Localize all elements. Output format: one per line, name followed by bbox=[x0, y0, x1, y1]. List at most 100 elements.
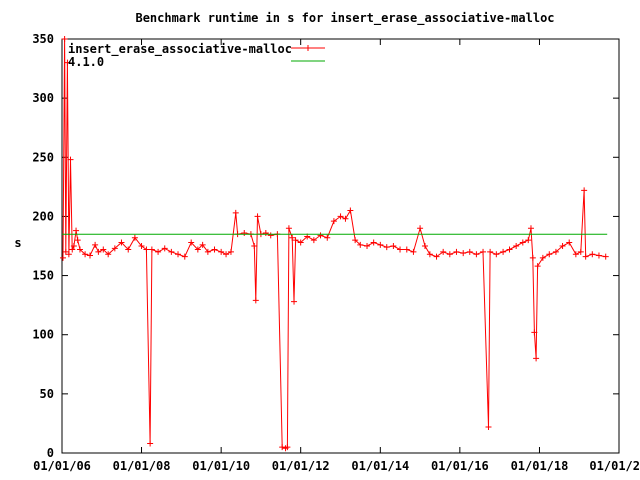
data-point bbox=[267, 232, 274, 239]
data-point bbox=[289, 234, 296, 241]
data-point bbox=[279, 444, 286, 451]
legend-label-4-1-0: 4.1.0 bbox=[68, 55, 104, 69]
data-point bbox=[426, 251, 433, 258]
data-point bbox=[566, 239, 573, 246]
data-point bbox=[559, 243, 566, 249]
x-tick-label: 01/01/10 bbox=[192, 459, 250, 473]
y-tick-label: 350 bbox=[32, 32, 54, 46]
data-point bbox=[199, 241, 206, 248]
data-point bbox=[254, 213, 261, 220]
data-point bbox=[460, 250, 467, 257]
y-tick-label: 100 bbox=[32, 328, 54, 342]
data-point bbox=[138, 243, 145, 249]
data-point bbox=[252, 297, 259, 304]
data-point bbox=[218, 248, 225, 255]
data-point bbox=[493, 251, 500, 258]
data-point bbox=[531, 329, 538, 336]
data-point bbox=[370, 239, 377, 246]
data-point bbox=[181, 253, 188, 260]
plot-frame bbox=[61, 38, 620, 454]
data-point bbox=[500, 248, 507, 255]
x-tick-label: 01/01/18 bbox=[511, 459, 569, 473]
y-tick-label: 300 bbox=[32, 91, 54, 105]
data-point bbox=[232, 209, 239, 216]
data-point bbox=[131, 234, 138, 241]
data-point bbox=[440, 248, 447, 255]
data-point bbox=[347, 207, 354, 214]
data-point bbox=[105, 251, 112, 258]
legend-marker-insert-erase bbox=[305, 45, 311, 51]
data-point bbox=[417, 225, 424, 232]
data-point bbox=[64, 59, 71, 66]
data-point bbox=[291, 298, 298, 305]
data-point bbox=[397, 246, 404, 253]
data-point bbox=[70, 243, 77, 249]
data-point bbox=[572, 251, 579, 258]
data-point bbox=[534, 263, 541, 270]
data-point bbox=[82, 251, 89, 258]
series-line-0 bbox=[62, 38, 606, 449]
data-point bbox=[433, 253, 440, 260]
data-point bbox=[168, 248, 175, 255]
data-point bbox=[330, 218, 337, 225]
data-point bbox=[519, 239, 526, 246]
data-point bbox=[285, 225, 292, 232]
legend: insert_erase_associative-malloc 4.1.0 bbox=[68, 42, 325, 69]
x-axis: 01/01/06 01/01/08 01/01/10 01/01/12 01/01/14… bbox=[33, 39, 640, 473]
data-point bbox=[390, 243, 397, 249]
y-tick-label: 200 bbox=[32, 209, 54, 223]
x-tick-label: 01/01/08 bbox=[113, 459, 171, 473]
data-point bbox=[364, 243, 371, 249]
data-point bbox=[539, 254, 546, 261]
data-point bbox=[324, 234, 331, 241]
data-point bbox=[297, 239, 304, 246]
data-point bbox=[529, 254, 536, 261]
data-point bbox=[74, 237, 81, 244]
x-tick-label: 01/01/16 bbox=[431, 459, 489, 473]
y-tick-label: 0 bbox=[47, 446, 54, 460]
data-point bbox=[86, 252, 93, 259]
data-point bbox=[352, 237, 359, 244]
x-tick-label: 01/01/12 bbox=[272, 459, 330, 473]
y-tick-label: 150 bbox=[32, 269, 54, 283]
y-tick-label: 250 bbox=[32, 150, 54, 164]
data-point bbox=[92, 241, 99, 248]
data-point bbox=[525, 237, 532, 244]
data-point bbox=[155, 248, 162, 255]
data-point bbox=[284, 444, 291, 451]
data-point bbox=[552, 248, 559, 255]
data-point bbox=[241, 229, 248, 236]
data-point bbox=[67, 156, 74, 163]
data-point bbox=[223, 251, 230, 258]
data-point bbox=[466, 248, 473, 255]
data-point bbox=[410, 248, 417, 255]
data-point bbox=[485, 423, 492, 430]
data-point bbox=[377, 241, 384, 248]
data-point bbox=[148, 246, 155, 253]
data-point bbox=[262, 229, 269, 236]
chart-title: Benchmark runtime in s for insert_erase_… bbox=[135, 11, 554, 26]
data-point bbox=[546, 251, 553, 258]
data-point bbox=[111, 245, 118, 252]
data-point bbox=[342, 215, 349, 222]
y-axis: 0 50 100 150 200 250 300 350 bbox=[32, 32, 619, 460]
data-point bbox=[533, 355, 540, 362]
data-point bbox=[292, 237, 299, 244]
data-point bbox=[403, 246, 410, 253]
data-point bbox=[506, 246, 513, 253]
data-point bbox=[337, 213, 344, 220]
data-point bbox=[59, 254, 66, 261]
data-point bbox=[487, 248, 494, 255]
data-point bbox=[143, 246, 150, 253]
data-point bbox=[357, 241, 364, 248]
data-point bbox=[211, 246, 218, 253]
data-point bbox=[602, 253, 609, 260]
data-point bbox=[61, 36, 68, 42]
data-point bbox=[188, 239, 195, 246]
data-point bbox=[453, 248, 460, 255]
data-point bbox=[204, 248, 211, 255]
data-point bbox=[227, 248, 234, 255]
data-point bbox=[251, 243, 258, 249]
data-point bbox=[317, 232, 324, 239]
